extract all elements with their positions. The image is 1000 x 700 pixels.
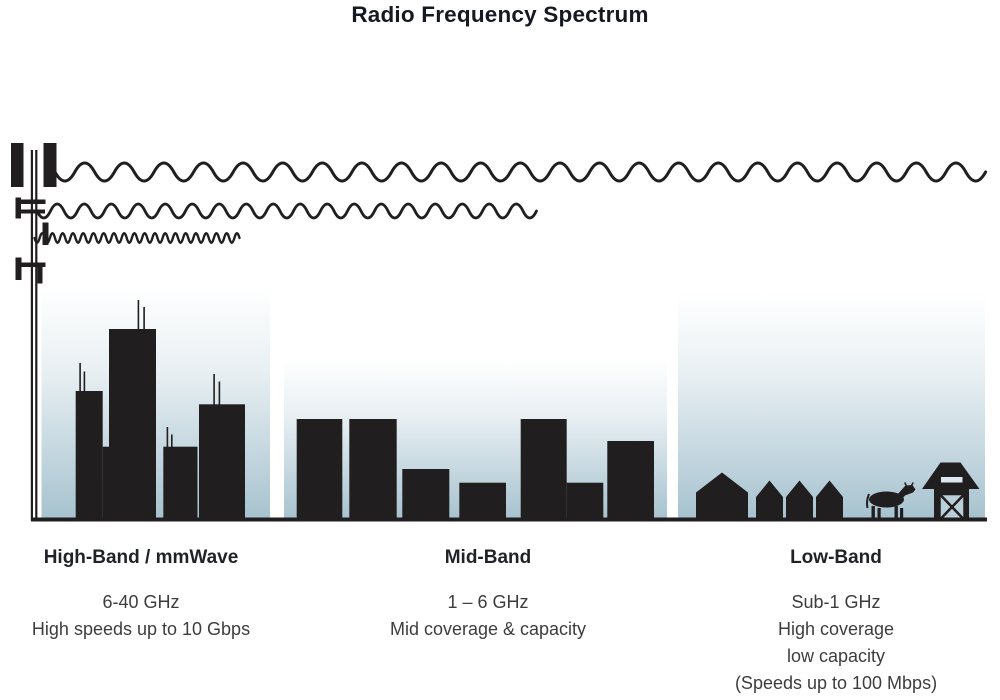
tower-antenna-panel bbox=[42, 222, 49, 245]
skyscraper bbox=[163, 446, 198, 520]
tower-crossbar bbox=[17, 262, 46, 267]
mid-band-wave-icon bbox=[35, 202, 538, 220]
antenna-mast bbox=[137, 300, 140, 329]
low-band-caption: Low-Band Sub-1 GHz High coverage low cap… bbox=[696, 547, 976, 697]
cow-leg bbox=[894, 506, 898, 520]
tower-antenna-panel bbox=[15, 197, 21, 219]
mid-band-caption: Mid-Band 1 – 6 GHz Mid coverage & capaci… bbox=[348, 547, 628, 643]
barn-roof bbox=[922, 462, 980, 489]
antenna-mast bbox=[166, 427, 169, 447]
cow-body bbox=[869, 491, 904, 508]
low-band-description: High coverage bbox=[777, 619, 895, 639]
building bbox=[520, 419, 567, 520]
tower-pole bbox=[30, 150, 33, 521]
house-icon bbox=[786, 480, 813, 520]
skyscraper bbox=[109, 329, 156, 520]
antenna-mast bbox=[218, 381, 221, 405]
high-band-frequency: 6-40 GHz bbox=[102, 592, 180, 612]
barn-loft-window bbox=[941, 477, 963, 483]
building bbox=[459, 482, 506, 520]
house-icon bbox=[696, 472, 748, 520]
barn-icon bbox=[922, 462, 980, 522]
cow-tail bbox=[866, 493, 870, 509]
tower-crossbar bbox=[20, 209, 45, 214]
building bbox=[566, 482, 604, 520]
tower-antenna-panel bbox=[15, 257, 22, 280]
rural-countryside bbox=[696, 462, 980, 522]
spectrum-scene bbox=[11, 143, 988, 522]
high-band-caption: High-Band / mmWave 6-40 GHz High speeds … bbox=[1, 547, 281, 643]
radio-waves bbox=[33, 161, 988, 244]
building bbox=[402, 469, 450, 520]
low-band-label: Low-Band bbox=[790, 547, 882, 568]
antenna-mast bbox=[79, 363, 81, 391]
high-band-label: High-Band / mmWave bbox=[43, 547, 239, 568]
tower-crossbar bbox=[17, 199, 46, 204]
antenna-mast bbox=[171, 434, 173, 447]
low-band-frequency: Sub-1 GHz bbox=[791, 592, 881, 612]
low-band-description: low capacity bbox=[786, 646, 886, 666]
page-title: Radio Frequency Spectrum bbox=[351, 2, 649, 27]
skyscraper bbox=[102, 446, 109, 520]
cow-horns bbox=[904, 482, 914, 487]
building bbox=[296, 419, 343, 520]
mid-city-skyline bbox=[296, 419, 654, 520]
house-icon bbox=[756, 480, 783, 520]
low-band-speed: (Speeds up to 100 Mbps) bbox=[734, 673, 938, 693]
antenna-mast bbox=[83, 371, 86, 391]
building bbox=[349, 419, 397, 520]
mid-band-description: Mid coverage & capacity bbox=[389, 619, 587, 639]
skyscraper bbox=[75, 391, 103, 520]
cow-icon bbox=[866, 482, 916, 520]
high-band-wave-icon bbox=[33, 232, 241, 244]
low-band-wave-icon bbox=[53, 161, 988, 183]
mid-band-frequency: 1 – 6 GHz bbox=[447, 592, 529, 612]
cow-leg bbox=[900, 508, 904, 520]
antenna-mast bbox=[213, 374, 215, 405]
cell-tower-icon bbox=[11, 143, 57, 521]
skyscraper bbox=[199, 404, 245, 520]
rooftop-antennas bbox=[79, 300, 221, 447]
ground-line bbox=[31, 517, 987, 522]
tower-crossbar bbox=[37, 267, 43, 284]
building bbox=[607, 441, 654, 520]
tower-pole bbox=[35, 150, 38, 521]
dense-city-skyline bbox=[75, 300, 245, 520]
tower-antenna-panel bbox=[43, 143, 57, 187]
house-icon bbox=[816, 480, 843, 520]
barn-door-crossbuck bbox=[939, 494, 965, 520]
cow-head bbox=[897, 485, 916, 500]
antenna-mast bbox=[143, 307, 145, 329]
cow-leg bbox=[877, 508, 881, 520]
cow-leg bbox=[871, 506, 875, 520]
mid-band-label: Mid-Band bbox=[444, 547, 532, 568]
high-band-description: High speeds up to 10 Gbps bbox=[31, 619, 251, 639]
tower-antenna-panel bbox=[11, 143, 24, 187]
